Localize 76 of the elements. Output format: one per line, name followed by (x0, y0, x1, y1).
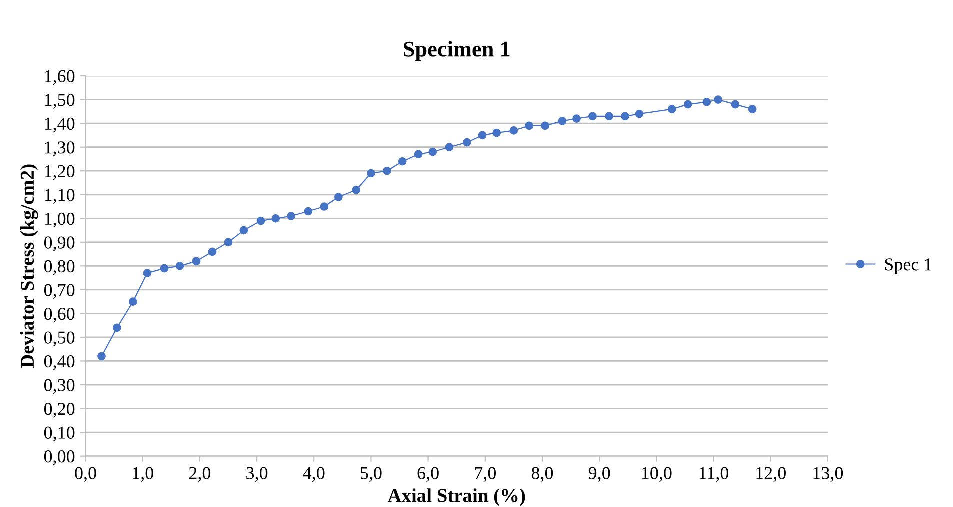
x-tick-label: 13,0 (814, 467, 844, 482)
point (525, 122, 534, 130)
legend-label: Spec 1 (885, 258, 932, 274)
point (143, 269, 152, 278)
point (684, 100, 692, 109)
y-tick-label: 1,50 (45, 94, 75, 109)
point (208, 248, 217, 256)
point (492, 128, 501, 138)
x-tick-label: 3,0 (246, 467, 268, 482)
point (240, 226, 248, 235)
point (621, 112, 630, 121)
y-tick-label: 0,20 (44, 403, 75, 418)
point (635, 110, 644, 118)
y-tick-label: 0,30 (44, 379, 75, 394)
x-tick-label: 10,0 (642, 467, 672, 482)
point (304, 207, 313, 216)
y-tick-label: 1,30 (45, 142, 75, 156)
point (731, 100, 740, 109)
point (605, 112, 614, 121)
y-tick-label: 1,00 (45, 212, 75, 228)
y-tick-label: 0,70 (44, 284, 75, 299)
x-tick-label: 2,0 (189, 467, 211, 482)
point (414, 150, 423, 159)
point (702, 98, 712, 106)
point (367, 169, 376, 178)
point (176, 262, 184, 270)
point (510, 126, 518, 135)
point (714, 96, 722, 104)
y-tick-label: 0,60 (44, 308, 75, 323)
x-tick-label: 1,0 (133, 467, 154, 482)
y-tick-label: 0,00 (44, 450, 75, 466)
point (462, 138, 472, 147)
point (320, 202, 329, 211)
point (98, 352, 106, 361)
point (272, 214, 280, 223)
y-tick-label: 1,60 (45, 70, 75, 86)
point (383, 166, 392, 176)
point (668, 105, 676, 114)
y-tick-label: 0,40 (44, 355, 75, 370)
x-tick-label: 6,0 (418, 467, 439, 482)
point (428, 148, 438, 156)
point (558, 117, 567, 126)
chart-title: Specimen 1 (404, 41, 510, 62)
point (224, 238, 233, 247)
x-tick-label: 9,0 (588, 467, 610, 482)
x-tick-label: 5,0 (360, 467, 382, 482)
point (256, 216, 266, 226)
x-tick-label: 11,0 (700, 467, 729, 482)
point (445, 143, 454, 152)
y-tick-label: 0,90 (44, 236, 75, 252)
point (588, 112, 597, 121)
point (352, 186, 361, 194)
point (287, 212, 296, 220)
x-tick-label: 0,0 (75, 467, 96, 482)
point (748, 105, 757, 114)
point (192, 257, 201, 266)
x-tick-label: 12,0 (756, 467, 786, 482)
point (541, 122, 550, 130)
point (478, 131, 487, 140)
point (398, 157, 407, 166)
y-tick-label: 0,50 (44, 332, 75, 347)
y-tick-label: 1,10 (45, 189, 75, 204)
point (572, 114, 581, 123)
point (128, 298, 138, 306)
y-tick-label: 1,20 (45, 165, 75, 180)
point (334, 193, 343, 202)
x-tick-label: 8,0 (532, 467, 554, 482)
y-tick-label: 0,80 (44, 260, 75, 276)
point (160, 264, 169, 273)
y-axis-title: Deviator Stress (kg/cm2) (20, 164, 38, 368)
point (113, 324, 122, 332)
x-axis-title: Axial Strain (%) (388, 488, 526, 506)
x-tick-label: 4,0 (303, 467, 325, 482)
y-tick-label: 1,40 (45, 118, 75, 133)
y-tick-label: 0,10 (44, 426, 75, 442)
x-tick-label: 7,0 (475, 467, 496, 482)
